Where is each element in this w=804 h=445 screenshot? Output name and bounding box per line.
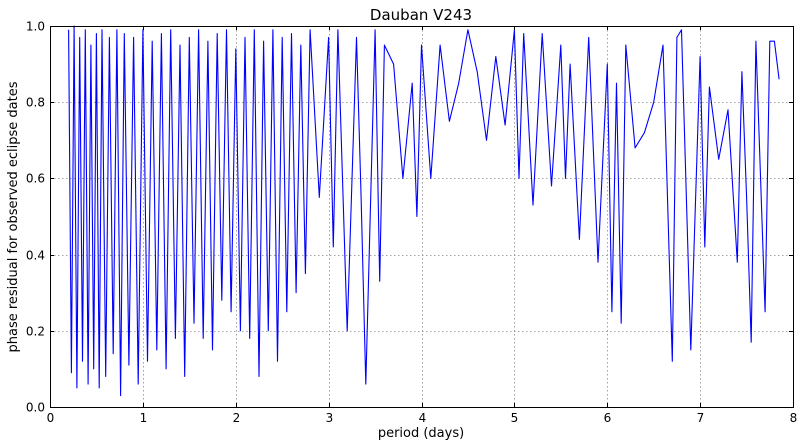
x-tick-label: 1 [140,411,148,425]
x-axis-label: period (days) [378,426,464,441]
x-tick-label: 5 [511,411,519,425]
y-tick-labels: 0.0 0.2 0.4 0.6 0.8 1.0 [26,20,45,415]
grid [50,26,794,408]
series-layer [68,25,780,397]
x-tick-label: 4 [419,411,427,425]
y-tick-label: 1.0 [26,20,45,34]
y-tick-label: 0.4 [26,249,45,263]
x-tick-label: 6 [604,411,612,425]
y-tick-label: 0.8 [26,96,45,110]
x-tick-label: 7 [697,411,705,425]
series-line-0 [68,25,780,397]
x-tick-label: 2 [233,411,241,425]
y-tick-label: 0.0 [26,401,45,415]
y-axis-label: phase residual for observed eclipse date… [6,81,21,352]
y-tick-label: 0.6 [26,172,45,186]
chart-title: Dauban V243 [370,6,472,24]
y-tick-label: 0.2 [26,325,45,339]
x-tick-labels: 0 1 2 3 4 5 6 7 8 [47,411,798,425]
x-tick-label: 8 [790,411,798,425]
ticks [50,26,794,408]
x-tick-label: 3 [326,411,334,425]
x-tick-label: 0 [47,411,55,425]
